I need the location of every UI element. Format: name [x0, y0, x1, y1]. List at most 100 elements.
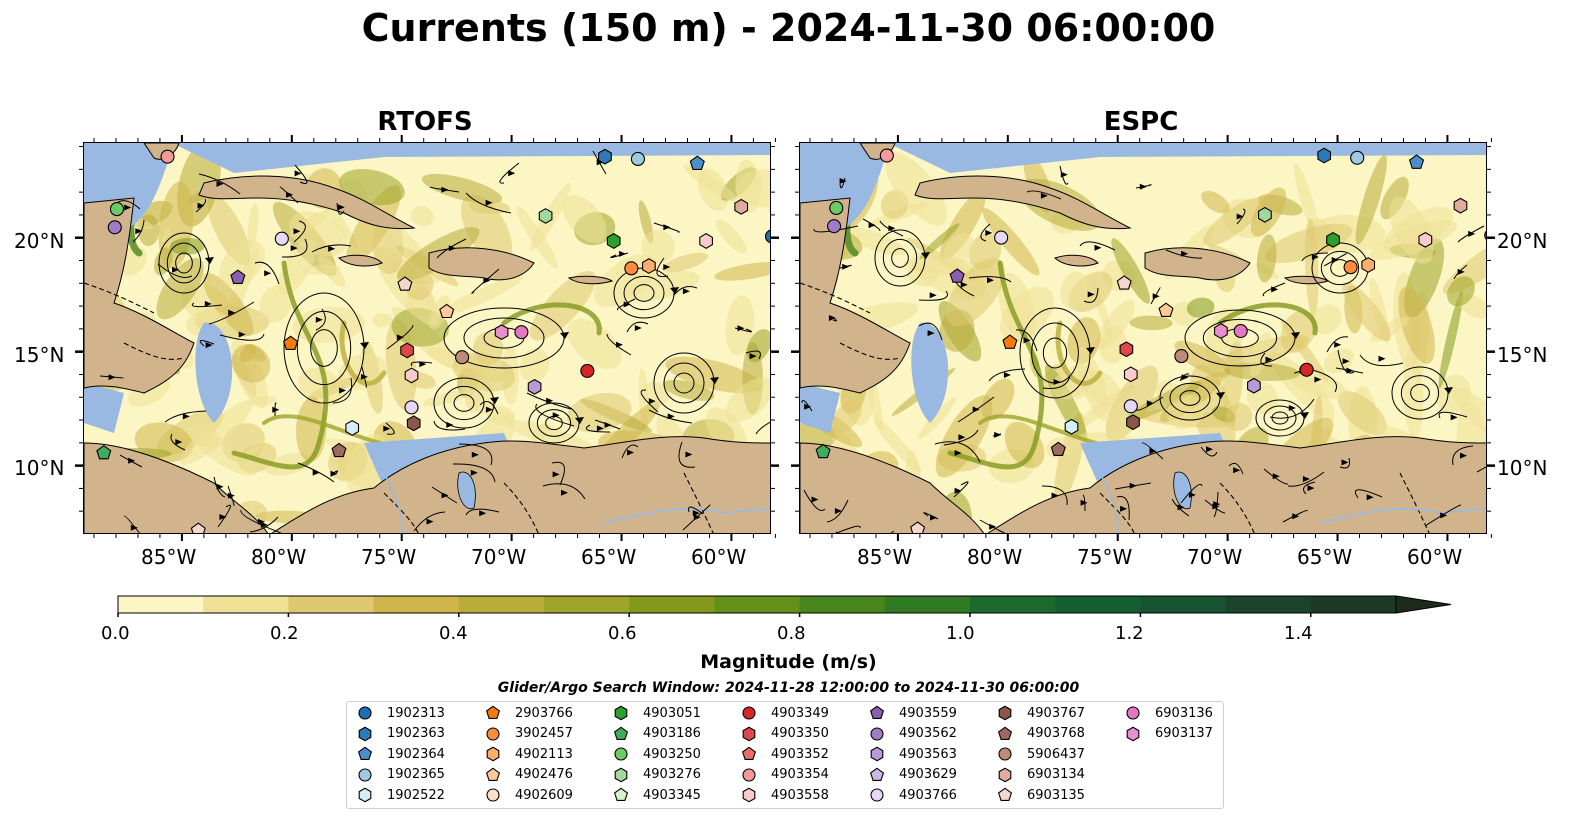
colorbar-bin-7 — [714, 596, 801, 613]
legend-label: 4903558 — [771, 787, 829, 803]
legend-marker-pentagon-icon — [741, 746, 757, 760]
float-marker-4903276 — [1258, 206, 1272, 223]
legend: 1902313 1902363 1902364 1902365 1902522 29037… — [346, 701, 1224, 809]
legend-label: 4902113 — [515, 746, 573, 762]
legend-item-5906437: 5906437 — [997, 746, 1085, 762]
panel-title-rtofs: RTOFS — [377, 107, 473, 137]
float-marker-1902365 — [630, 151, 645, 167]
float-marker-4903558b — [404, 367, 419, 384]
float-marker-4903766b — [1123, 399, 1138, 414]
colorbar-bin-14 — [1310, 596, 1397, 613]
legend-marker-6903136 — [1126, 706, 1140, 720]
legend-marker-hexagon-icon — [614, 767, 628, 782]
legend-marker-hexagon-icon — [998, 705, 1012, 721]
legend-label: 6903136 — [1155, 705, 1213, 721]
float-marker-4903051 — [1326, 231, 1340, 248]
legend-marker-6903135 — [997, 787, 1013, 801]
legend-marker-pentagon-icon — [997, 787, 1013, 801]
jamaica — [338, 254, 383, 267]
y-tick-right-20n: 20°N — [1497, 229, 1548, 253]
float-marker-4903186 — [815, 443, 831, 459]
float-marker-6903135 — [397, 276, 413, 291]
legend-label: 2903766 — [515, 705, 573, 721]
x-tick-left-85w: 85°W — [141, 545, 197, 569]
legend-label: 4902609 — [515, 787, 573, 803]
espc-map[interactable] — [799, 142, 1487, 534]
legend-marker-4903349 — [742, 706, 756, 720]
float-marker-1902313 — [764, 229, 770, 244]
cbar-tick-0: 0.0 — [101, 623, 130, 644]
legend-marker-4903051 — [614, 705, 628, 721]
search-window-caption: Glider/Argo Search Window: 2024-11-28 12… — [497, 680, 1080, 696]
legend-item-4903766: 4903766 — [869, 787, 957, 803]
legend-marker-4903186 — [613, 726, 629, 740]
legend-label: 5906437 — [1027, 746, 1085, 762]
legend-marker-4903352 — [741, 746, 757, 760]
float-marker-4903250 — [109, 202, 125, 217]
x-tick-right-60w: 60°W — [1407, 545, 1463, 569]
legend-marker-pentagon-icon — [613, 787, 629, 801]
legend-marker-circle-icon — [742, 706, 756, 720]
legend-label: 4902476 — [515, 767, 573, 782]
float-marker-3902457 — [1343, 260, 1358, 275]
colorbar-bin-8 — [799, 596, 886, 613]
legend-label: 4903250 — [643, 746, 701, 762]
legend-label: 3902457 — [515, 726, 573, 741]
y-tick-left-20n: 20°N — [14, 229, 65, 253]
legend-marker-pentagon-icon — [485, 767, 501, 781]
legend-marker-4903629 — [869, 767, 885, 781]
legend-marker-pentagon-icon — [869, 767, 885, 781]
cbar-tick-1: 0.2 — [270, 623, 299, 644]
cbar-tick-7: 1.4 — [1284, 623, 1313, 644]
float-marker-2903766 — [1002, 334, 1018, 349]
float-marker-4903562 — [827, 219, 842, 234]
float-marker-4903349 — [1299, 362, 1314, 377]
float-marker-4903354 — [160, 149, 175, 164]
main-title: Currents (150 m) - 2024-11-30 06:00:00 — [361, 6, 1216, 50]
x-tick-left-70w: 70°W — [471, 545, 527, 569]
colorbar-bin-0 — [118, 596, 204, 613]
legend-label: 6903135 — [1027, 787, 1085, 803]
float-marker-4902113 — [1361, 257, 1376, 273]
float-marker-4903558 — [1418, 231, 1433, 248]
legend-marker-hexagon-icon — [998, 767, 1012, 782]
y-tick-right-15n: 15°N — [1497, 343, 1548, 367]
legend-marker-hexagon-icon — [358, 787, 372, 803]
legend-item-4902609: 4902609 — [485, 787, 573, 803]
legend-item-1902522: 1902522 — [357, 787, 445, 803]
float-marker-1902522 — [345, 419, 360, 436]
legend-marker-pentagon-icon — [485, 705, 501, 719]
legend-label: 1902365 — [387, 767, 445, 782]
yucatan-central-america — [800, 197, 911, 394]
legend-marker-circle-icon — [870, 726, 884, 741]
y-tick-left-10n: 10°N — [14, 456, 65, 480]
x-tick-right-85w: 85°W — [857, 545, 913, 569]
legend-item-4903345: 4903345 — [613, 787, 701, 803]
legend-label: 4903563 — [899, 746, 957, 762]
legend-item-1902364: 1902364 — [357, 746, 445, 762]
float-marker-4903276 — [538, 208, 553, 224]
float-marker-4903250 — [829, 200, 844, 216]
legend-item-1902313: 1902313 — [357, 705, 445, 721]
legend-item-4903051: 4903051 — [613, 705, 701, 721]
legend-label: 1902364 — [387, 746, 445, 762]
float-marker-6903134 — [1453, 197, 1468, 214]
legend-marker-hexagon-icon — [742, 787, 756, 803]
float-marker-6903137 — [494, 324, 509, 341]
float-marker-1902313 — [1484, 230, 1486, 240]
legend-marker-circle-icon — [870, 788, 884, 802]
float-marker-1902522 — [1064, 418, 1079, 435]
x-tick-right-80w: 80°W — [967, 545, 1023, 569]
float-marker-4903767 — [1126, 414, 1140, 431]
rtofs-map[interactable] — [83, 142, 771, 534]
legend-marker-pentagon-icon — [613, 726, 629, 740]
legend-label: 4903349 — [771, 705, 829, 721]
legend-marker-4903250 — [614, 747, 628, 761]
legend-marker-1902364 — [357, 746, 373, 760]
legend-item-4903767: 4903767 — [997, 705, 1085, 721]
x-tick-right-75w: 75°W — [1077, 545, 1133, 569]
legend-item-4902113: 4902113 — [485, 746, 573, 762]
float-marker-6903136 — [1233, 323, 1248, 339]
legend-marker-circle-icon — [358, 767, 372, 782]
colorbar-bin-10 — [970, 596, 1056, 613]
